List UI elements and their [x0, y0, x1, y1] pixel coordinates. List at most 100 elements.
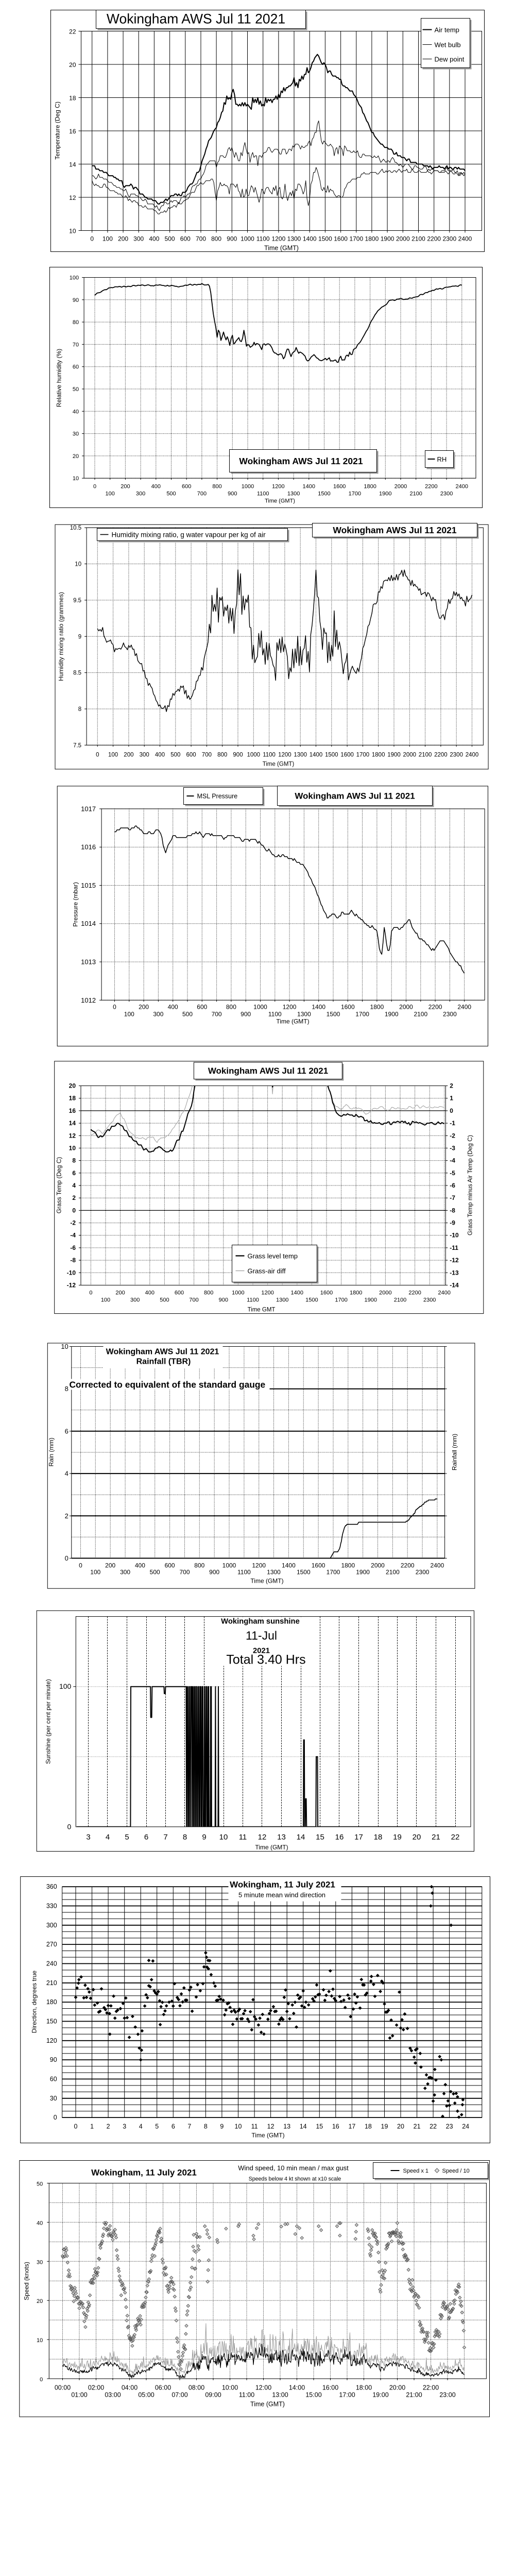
svg-text:0: 0 — [450, 1107, 453, 1114]
svg-text:Wokingham AWS Jul 11 2021: Wokingham AWS Jul 11 2021 — [295, 791, 415, 801]
svg-text:8: 8 — [72, 1157, 76, 1164]
svg-text:1700: 1700 — [335, 1297, 347, 1303]
svg-text:500: 500 — [150, 1569, 160, 1576]
svg-text:700: 700 — [196, 235, 206, 243]
svg-text:Wokingham, 11 July 2021: Wokingham, 11 July 2021 — [230, 1880, 335, 1890]
svg-text:12: 12 — [258, 1833, 267, 1842]
svg-text:Time GMT: Time GMT — [248, 1307, 276, 1313]
svg-text:1700: 1700 — [349, 491, 361, 497]
svg-text:800: 800 — [226, 1004, 236, 1011]
svg-text:11-Jul: 11-Jul — [246, 1629, 277, 1642]
svg-text:18: 18 — [69, 1095, 76, 1102]
svg-text:0: 0 — [67, 1822, 72, 1831]
svg-text:12:00: 12:00 — [255, 2384, 271, 2392]
svg-text:20:00: 20:00 — [389, 2384, 405, 2392]
svg-text:-9: -9 — [450, 1219, 455, 1227]
svg-text:100: 100 — [124, 1011, 134, 1018]
svg-text:1400: 1400 — [282, 1562, 296, 1569]
svg-text:1200: 1200 — [283, 1004, 297, 1011]
svg-text:Humidity mixing ratio (grammes: Humidity mixing ratio (grammes) — [58, 592, 65, 681]
svg-text:Wokingham AWS Jul 11 2021: Wokingham AWS Jul 11 2021 — [239, 456, 363, 466]
svg-text:20: 20 — [73, 453, 79, 460]
svg-text:1500: 1500 — [318, 491, 330, 497]
svg-text:02:00: 02:00 — [88, 2384, 104, 2392]
svg-text:2000: 2000 — [399, 1004, 413, 1011]
svg-text:8.5: 8.5 — [73, 670, 81, 676]
svg-text:6: 6 — [65, 1427, 68, 1435]
svg-text:60: 60 — [50, 2075, 57, 2082]
svg-text:16: 16 — [69, 1107, 76, 1114]
svg-text:MSL Pressure: MSL Pressure — [197, 793, 238, 800]
svg-text:Temperature (Deg C): Temperature (Deg C) — [54, 101, 61, 160]
svg-text:16:00: 16:00 — [322, 2384, 338, 2392]
svg-text:270: 270 — [46, 1941, 57, 1948]
svg-text:700: 700 — [179, 1569, 190, 1576]
svg-text:14: 14 — [69, 1120, 76, 1127]
svg-text:800: 800 — [204, 1290, 213, 1296]
svg-text:10:00: 10:00 — [222, 2384, 238, 2392]
svg-text:2021: 2021 — [253, 1647, 270, 1655]
svg-text:800: 800 — [211, 235, 221, 243]
svg-text:1015: 1015 — [81, 882, 96, 889]
svg-text:900: 900 — [228, 491, 237, 497]
svg-text:4: 4 — [106, 1833, 110, 1842]
svg-text:-3: -3 — [450, 1144, 455, 1151]
svg-text:12: 12 — [267, 2123, 274, 2130]
svg-text:6: 6 — [144, 1833, 148, 1842]
svg-text:Wokingham AWS Jul 11 2021: Wokingham AWS Jul 11 2021 — [333, 525, 456, 535]
svg-text:700: 700 — [189, 1297, 198, 1303]
svg-text:700: 700 — [197, 491, 207, 497]
svg-text:7.5: 7.5 — [73, 742, 81, 749]
svg-text:Dew point: Dew point — [435, 56, 465, 63]
svg-text:200: 200 — [115, 1290, 125, 1296]
svg-text:10: 10 — [69, 228, 76, 235]
svg-text:0: 0 — [113, 1004, 116, 1011]
svg-text:0: 0 — [90, 235, 94, 243]
svg-text:100: 100 — [70, 275, 79, 281]
svg-text:2200: 2200 — [408, 1290, 421, 1296]
svg-text:8: 8 — [204, 2123, 208, 2130]
svg-text:22: 22 — [430, 2123, 437, 2130]
svg-text:0: 0 — [79, 1562, 82, 1569]
svg-text:08:00: 08:00 — [188, 2384, 204, 2392]
svg-text:2400: 2400 — [457, 1004, 471, 1011]
svg-text:-4: -4 — [70, 1232, 76, 1239]
svg-text:1: 1 — [90, 2123, 94, 2130]
svg-text:07:00: 07:00 — [171, 2392, 187, 2399]
svg-text:14: 14 — [300, 2123, 307, 2130]
svg-text:2: 2 — [107, 2123, 110, 2130]
svg-text:400: 400 — [151, 484, 161, 490]
svg-text:4: 4 — [72, 1182, 76, 1189]
svg-text:1600: 1600 — [320, 1290, 333, 1296]
svg-text:23:00: 23:00 — [439, 2392, 455, 2399]
svg-text:18: 18 — [365, 2123, 372, 2130]
svg-text:600: 600 — [182, 484, 191, 490]
svg-text:10: 10 — [235, 2123, 242, 2130]
svg-text:2100: 2100 — [394, 1297, 406, 1303]
svg-text:180: 180 — [46, 1998, 57, 2006]
svg-text:Time (GMT): Time (GMT) — [251, 2132, 284, 2139]
svg-text:100: 100 — [108, 752, 118, 758]
svg-text:2: 2 — [450, 1082, 453, 1090]
svg-text:-10: -10 — [67, 1269, 76, 1276]
svg-text:1700: 1700 — [355, 1011, 369, 1018]
svg-text:1400: 1400 — [312, 1004, 325, 1011]
svg-text:1300: 1300 — [287, 491, 300, 497]
svg-text:1500: 1500 — [305, 1297, 318, 1303]
svg-text:13: 13 — [283, 2123, 290, 2130]
svg-text:1500: 1500 — [318, 235, 332, 243]
svg-text:21:00: 21:00 — [406, 2392, 422, 2399]
svg-text:Wokingham AWS Jul 11 2021: Wokingham AWS Jul 11 2021 — [107, 11, 285, 27]
svg-text:2: 2 — [72, 1194, 76, 1201]
svg-text:7: 7 — [187, 2123, 191, 2130]
svg-text:5: 5 — [125, 1833, 129, 1842]
svg-text:0: 0 — [72, 1207, 76, 1214]
svg-text:09:00: 09:00 — [205, 2392, 221, 2399]
svg-text:15:00: 15:00 — [305, 2392, 321, 2399]
svg-text:1300: 1300 — [294, 752, 307, 758]
svg-text:1300: 1300 — [267, 1569, 281, 1576]
svg-text:200: 200 — [139, 1004, 149, 1011]
svg-text:11: 11 — [251, 2123, 258, 2130]
svg-text:-1: -1 — [450, 1120, 455, 1127]
svg-text:13:00: 13:00 — [272, 2392, 288, 2399]
